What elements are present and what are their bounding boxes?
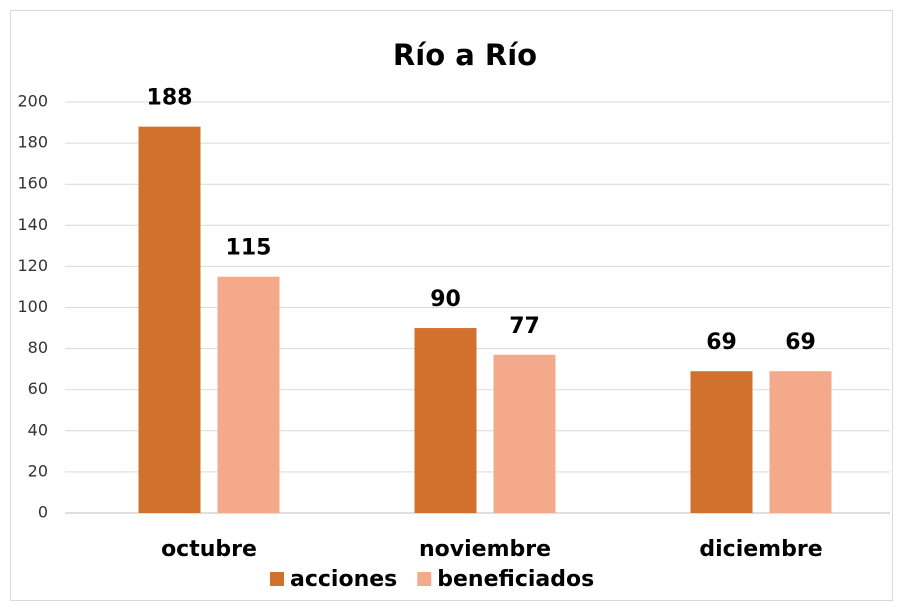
- bar: [769, 371, 832, 513]
- y-tick-label: 160: [17, 174, 48, 193]
- data-label: 188: [147, 86, 193, 111]
- y-tick-label: 200: [17, 92, 48, 111]
- data-label: 69: [785, 330, 816, 355]
- legend-swatch: [417, 572, 432, 586]
- legend-label: acciones: [290, 567, 397, 592]
- bar: [690, 371, 753, 513]
- y-tick-label: 180: [17, 133, 48, 152]
- data-label: 115: [226, 236, 272, 261]
- y-tick-label: 20: [28, 461, 48, 480]
- y-tick-label: 100: [17, 297, 48, 316]
- y-tick-label: 0: [38, 503, 48, 522]
- bar: [217, 276, 280, 513]
- y-tick-label: 120: [17, 256, 48, 275]
- legend-label: beneficiados: [437, 567, 594, 592]
- legend-swatch: [270, 572, 284, 586]
- bar: [138, 126, 201, 513]
- data-label: 69: [706, 330, 737, 355]
- y-tick-label: 40: [28, 420, 48, 439]
- y-tick-label: 140: [17, 215, 48, 234]
- x-tick-label: noviembre: [419, 537, 551, 562]
- chart-title: Río a Río: [393, 38, 537, 72]
- x-tick-label: diciembre: [699, 537, 822, 562]
- data-label: 77: [509, 314, 540, 339]
- x-tick-label: octubre: [161, 537, 257, 562]
- bar: [493, 354, 556, 513]
- y-tick-label: 80: [28, 338, 48, 357]
- y-tick-label: 60: [28, 379, 48, 398]
- bar: [414, 328, 477, 513]
- data-label: 90: [430, 287, 461, 312]
